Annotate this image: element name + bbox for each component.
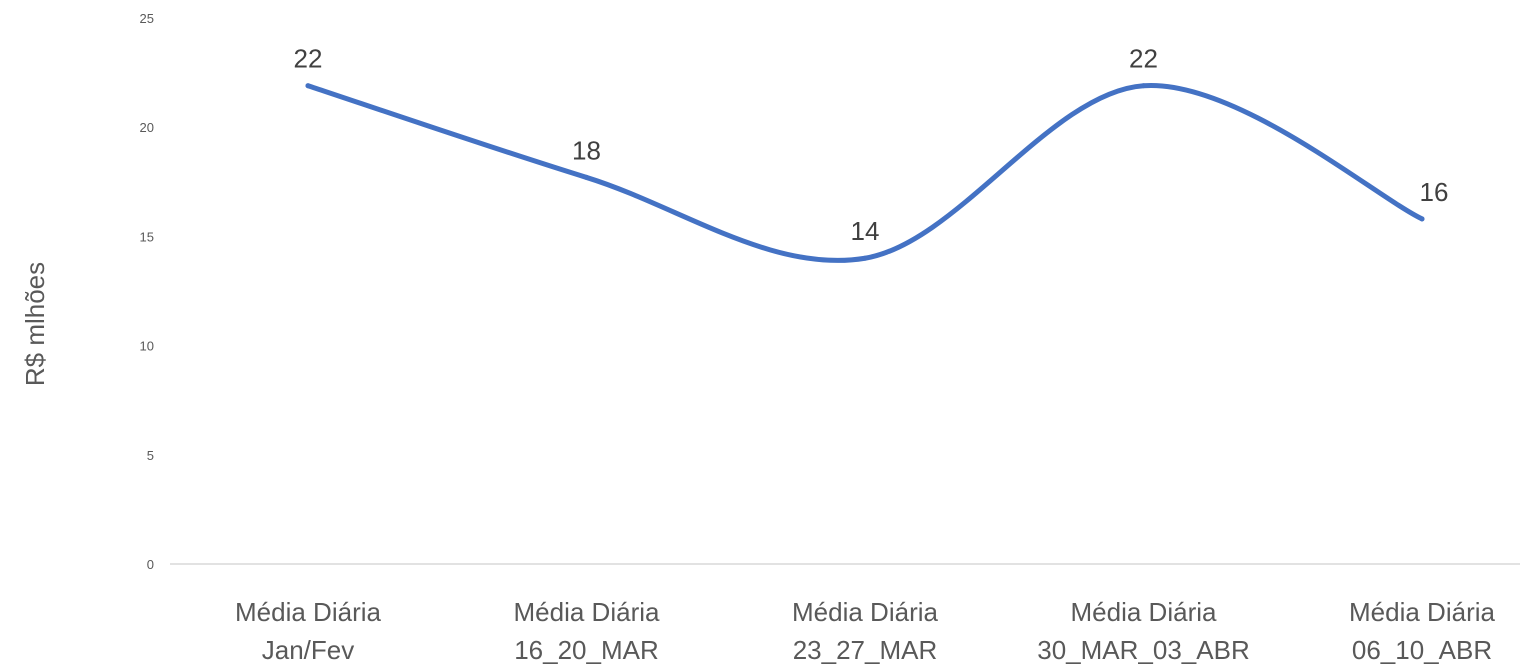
- x-category-label-line: 30_MAR_03_ABR: [1037, 635, 1249, 665]
- data-label: 22: [1129, 44, 1158, 74]
- x-category-label-line: Média Diária: [792, 597, 938, 627]
- series-line: [305, 83, 1425, 263]
- data-point: [862, 255, 868, 261]
- data-label: 18: [572, 135, 601, 165]
- y-tick-label: 5: [147, 448, 154, 463]
- x-category-label: Média Diária 06_10_ABR: [1349, 597, 1495, 665]
- data-labels: 22 18 14 22 16: [294, 44, 1449, 247]
- x-category-label: Média Diária 23_27_MAR: [792, 597, 938, 665]
- data-label: 14: [851, 216, 880, 246]
- y-tick-label: 0: [147, 557, 154, 572]
- data-point: [305, 83, 311, 89]
- data-label: 22: [294, 44, 323, 74]
- y-tick-label: 20: [140, 120, 154, 135]
- x-category-label-line: Média Diária: [1071, 597, 1217, 627]
- x-category-label-line: Média Diária: [235, 597, 381, 627]
- data-point: [1141, 83, 1146, 89]
- data-label: 16: [1420, 177, 1449, 207]
- series-layer: [305, 83, 1425, 263]
- x-axis-labels: Média Diária Jan/Fev Média Diária 16_20_MAR…: [235, 597, 1495, 665]
- y-axis-ticks: 0 5 10 15 20 25: [140, 11, 154, 572]
- x-category-label-line: Jan/Fev: [262, 635, 355, 665]
- x-category-label-line: 06_10_ABR: [1352, 635, 1492, 665]
- y-tick-label: 15: [140, 229, 154, 244]
- x-category-label-line: 23_27_MAR: [793, 635, 938, 665]
- x-category-label-line: 16_20_MAR: [514, 635, 659, 665]
- data-point: [584, 174, 589, 180]
- data-point: [1419, 216, 1425, 222]
- y-tick-label: 10: [140, 339, 154, 354]
- x-category-label: Média Diária Jan/Fev: [235, 597, 381, 665]
- y-axis-title-group: R$ mlhões: [20, 262, 50, 386]
- x-category-label: Média Diária 16_20_MAR: [514, 597, 660, 665]
- x-category-label-line: Média Diária: [514, 597, 660, 627]
- y-tick-label: 25: [140, 11, 154, 26]
- y-axis-title: R$ mlhões: [20, 262, 50, 386]
- x-category-label-line: Média Diária: [1349, 597, 1495, 627]
- x-category-label: Média Diária 30_MAR_03_ABR: [1037, 597, 1249, 665]
